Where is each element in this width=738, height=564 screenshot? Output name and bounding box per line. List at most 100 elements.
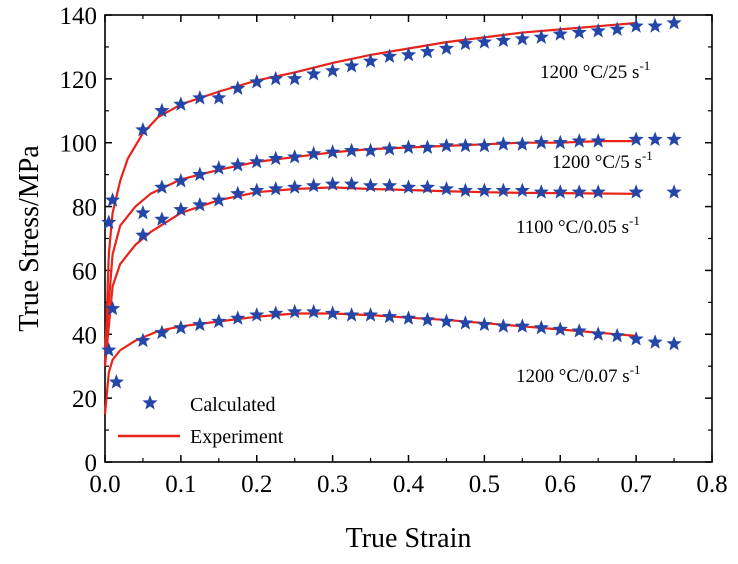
legend: Calculated Experiment	[118, 394, 284, 448]
calculated-point	[173, 201, 189, 217]
x-tick-label: 0.5	[469, 471, 500, 498]
curve-label-main: 1200 °C/25 s	[540, 62, 639, 83]
calculated-point	[533, 319, 549, 335]
calculated-point	[362, 53, 379, 68]
calculated-point	[514, 182, 530, 198]
calculated-point	[457, 35, 474, 51]
y-tick-label: 120	[60, 67, 98, 94]
calculated-point	[666, 335, 682, 351]
calculated-point	[590, 22, 606, 38]
calculated-point	[495, 182, 511, 198]
curve-label: 1200 °C/0.07 s-1	[516, 362, 641, 387]
calculated-point	[325, 144, 341, 159]
calculated-point	[192, 196, 208, 212]
calculated-point	[211, 192, 227, 207]
curve-group: 1200 °C/5 s-1	[103, 131, 682, 351]
calculated-point	[154, 211, 170, 226]
curve-label: 1200 °C/5 s-1	[552, 148, 653, 173]
calculated-point	[249, 74, 265, 89]
calculated-point	[343, 176, 360, 191]
curve-label: 1200 °C/25 s-1	[540, 58, 650, 83]
calculated-point	[400, 139, 417, 154]
curve-label-main: 1200 °C/0.07 s	[516, 366, 630, 387]
calculated-point	[628, 331, 644, 346]
calculated-point	[287, 149, 303, 164]
calculated-point	[230, 157, 246, 172]
curve-label: 1100 °C/0.05 s-1	[516, 213, 640, 238]
calculated-point	[101, 214, 117, 230]
calculated-point	[552, 26, 568, 41]
calculated-point	[514, 30, 530, 46]
x-tick-label: 0.6	[545, 471, 576, 498]
calculated-point	[287, 70, 303, 86]
calculated-point	[628, 184, 644, 199]
calculated-point	[552, 184, 568, 199]
calculated-point	[362, 307, 379, 322]
calculated-point	[590, 326, 606, 341]
calculated-point	[609, 21, 625, 36]
calculated-point	[552, 134, 568, 150]
calculated-point	[552, 321, 568, 336]
calculated-point	[400, 46, 417, 62]
calculated-point	[135, 121, 151, 137]
curve-group: 1100 °C/0.05 s-1	[103, 176, 682, 367]
y-tick-label: 80	[72, 195, 97, 222]
x-axis-title: True Strain	[346, 523, 472, 554]
x-tick-label: 0.8	[696, 471, 727, 498]
calculated-point	[533, 134, 549, 150]
calculated-point	[306, 145, 322, 161]
calculated-point	[362, 177, 379, 193]
calculated-point	[230, 185, 246, 201]
calculated-point	[154, 102, 170, 118]
calculated-point	[476, 316, 492, 332]
calculated-point	[104, 300, 121, 316]
calculated-point	[268, 70, 284, 86]
calculated-point	[476, 182, 492, 198]
calculated-point	[211, 90, 227, 105]
calculated-point	[628, 18, 644, 33]
calculated-point	[571, 323, 587, 338]
curve-label-main: 1100 °C/0.05 s	[516, 217, 629, 238]
calculated-point	[268, 305, 284, 320]
calculated-point	[590, 133, 606, 148]
calculated-point	[173, 173, 189, 188]
curve-group: 1200 °C/25 s-1	[101, 14, 682, 367]
calculated-point	[457, 137, 474, 153]
x-tick-label: 0.4	[393, 471, 425, 498]
x-tick-label: 0.1	[165, 471, 196, 498]
calculated-point	[230, 80, 246, 95]
calculated-point	[343, 142, 360, 158]
calculated-point	[381, 48, 398, 63]
calculated-point	[419, 179, 436, 194]
calculated-point	[325, 305, 341, 320]
calculated-point	[343, 58, 360, 73]
calculated-point	[306, 66, 322, 81]
y-tick-label: 40	[72, 322, 97, 349]
calculated-point	[571, 133, 587, 148]
curve-label-main: 1200 °C/5 s	[552, 152, 642, 173]
calculated-point	[438, 313, 455, 328]
x-tick-label: 0.0	[89, 471, 120, 498]
calculated-point	[666, 14, 682, 30]
calculated-point	[135, 332, 151, 348]
calculated-point	[268, 150, 284, 166]
curve-label-superscript: -1	[639, 58, 650, 73]
calculated-point	[495, 32, 511, 48]
calculated-point	[249, 307, 265, 322]
calculated-point	[154, 324, 170, 340]
calculated-point	[192, 166, 208, 182]
calculated-point	[135, 204, 151, 220]
calculated-point	[381, 177, 398, 193]
calculated-point	[590, 184, 606, 199]
calculated-point	[173, 96, 189, 111]
calculated-point	[457, 182, 474, 198]
calculated-point	[419, 311, 436, 327]
calculated-point	[495, 136, 511, 151]
calculated-point	[135, 227, 151, 242]
curve-label-superscript: -1	[629, 213, 640, 228]
calculated-point	[211, 313, 227, 328]
curve-label-superscript: -1	[642, 148, 653, 163]
calculated-point	[192, 90, 208, 105]
y-tick-label: 20	[72, 386, 97, 413]
calculated-point	[230, 310, 246, 325]
